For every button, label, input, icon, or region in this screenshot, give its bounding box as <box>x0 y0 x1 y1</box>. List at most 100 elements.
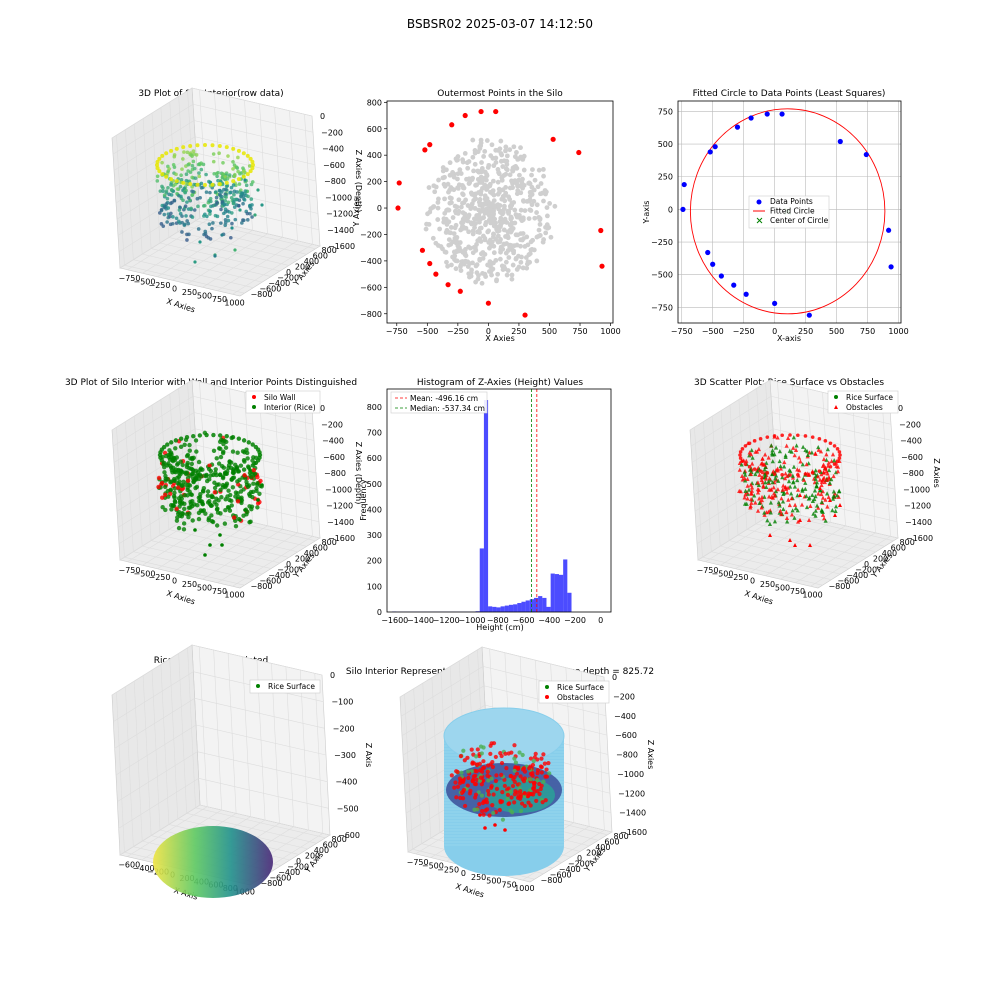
data-point <box>435 200 441 205</box>
data-point <box>797 468 802 473</box>
data-point <box>780 472 784 477</box>
data-point <box>211 448 217 453</box>
data-point <box>712 144 718 150</box>
data-point <box>155 163 159 167</box>
data-point <box>514 213 520 218</box>
data-point <box>509 220 515 226</box>
data-point <box>826 467 832 473</box>
data-point <box>255 505 260 510</box>
data-point <box>512 743 517 748</box>
data-point <box>534 798 539 804</box>
data-point <box>528 777 533 782</box>
data-point <box>482 251 488 257</box>
x-tick-label: −750 <box>671 327 693 336</box>
z-axis-label: Z Axies (Depth) <box>354 442 363 505</box>
data-point <box>253 213 257 217</box>
data-point <box>161 444 167 450</box>
data-point <box>772 472 777 476</box>
data-point <box>458 262 464 268</box>
y-tick-label: 800 <box>322 538 337 547</box>
data-point <box>463 197 469 203</box>
data-point <box>189 461 195 467</box>
data-point <box>220 199 225 204</box>
data-point <box>179 496 184 501</box>
data-point <box>483 220 489 225</box>
data-point <box>250 458 255 463</box>
data-point <box>832 462 837 466</box>
data-point <box>474 262 480 268</box>
x-tick-label: −1400 <box>407 616 434 625</box>
data-point <box>155 159 160 164</box>
data-point <box>783 471 788 476</box>
data-point <box>232 192 236 197</box>
data-point <box>205 489 211 494</box>
data-point <box>255 475 260 480</box>
data-point <box>516 765 521 770</box>
y-tick-label: 800 <box>367 403 382 412</box>
data-point <box>210 143 215 148</box>
data-point <box>247 504 252 509</box>
data-point <box>441 219 447 225</box>
z-tick-label: 0 <box>320 112 325 121</box>
data-point <box>177 208 182 212</box>
x-tick-label: −500 <box>134 277 156 286</box>
data-point <box>224 433 229 439</box>
data-point <box>248 169 253 174</box>
grid-line <box>481 646 605 678</box>
z-tick-label: −300 <box>334 751 356 760</box>
data-point <box>250 494 255 500</box>
data-point <box>460 200 465 206</box>
data-point <box>158 189 163 193</box>
data-point <box>460 191 465 197</box>
data-point <box>174 455 180 460</box>
data-point <box>816 491 821 496</box>
grid-line <box>711 551 832 580</box>
grid-line <box>777 509 899 539</box>
data-point <box>837 456 842 460</box>
data-point <box>230 470 236 475</box>
data-point <box>787 448 792 453</box>
data-point <box>500 267 506 272</box>
data-point <box>201 204 206 208</box>
data-point <box>461 787 467 792</box>
data-point <box>184 172 189 176</box>
z-tick-label: 0 <box>330 671 335 680</box>
data-point <box>225 494 230 499</box>
data-point <box>508 216 514 222</box>
data-point <box>533 751 538 756</box>
data-point <box>448 185 454 190</box>
data-point <box>236 148 241 153</box>
data-point <box>248 490 254 495</box>
grid-line <box>111 644 193 696</box>
data-point <box>254 488 259 494</box>
data-point <box>813 451 818 456</box>
grid-line <box>775 477 897 506</box>
data-point <box>197 472 203 477</box>
data-point <box>451 174 457 180</box>
x-tick-label: 750 <box>212 587 227 596</box>
data-point <box>539 756 544 761</box>
data-point <box>536 233 542 239</box>
data-point <box>198 195 202 200</box>
data-point <box>491 250 497 256</box>
data-point <box>185 493 190 498</box>
data-point <box>163 484 168 490</box>
data-point <box>426 221 432 227</box>
grid-line <box>133 551 254 580</box>
data-point <box>251 481 256 486</box>
z-tick-label: −600 <box>901 453 923 462</box>
data-point <box>449 262 454 268</box>
data-point <box>756 446 761 452</box>
data-point <box>436 196 441 202</box>
data-point <box>503 148 508 154</box>
data-point <box>537 221 543 227</box>
data-point <box>186 169 190 173</box>
data-point <box>511 144 517 150</box>
grid-line <box>195 152 317 182</box>
data-point <box>490 802 495 808</box>
data-point <box>431 204 437 209</box>
outermost-point <box>457 288 463 294</box>
data-point <box>495 147 501 153</box>
grid-line <box>186 813 317 844</box>
data-point <box>827 480 832 485</box>
